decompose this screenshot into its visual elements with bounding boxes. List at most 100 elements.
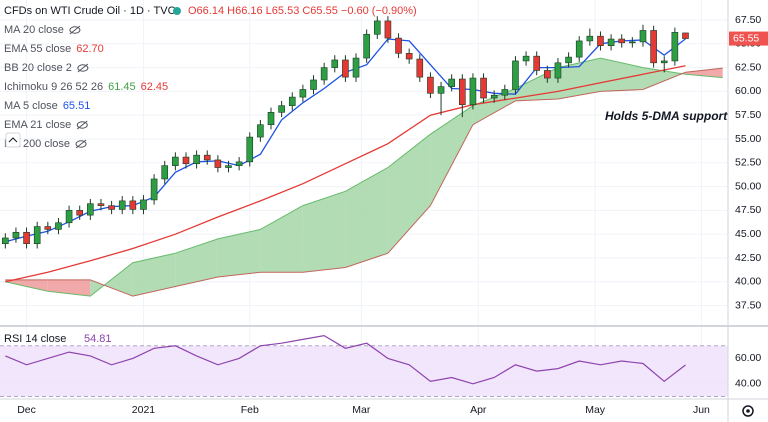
candle-body <box>512 60 519 90</box>
legend-value: 62.45 <box>141 81 169 93</box>
legend-label: EMA 21 close <box>4 119 71 131</box>
y-tick-label: 42.50 <box>735 252 761 264</box>
y-tick-label: 40.00 <box>735 276 761 288</box>
cloud-segment <box>430 105 473 206</box>
candle-body <box>12 231 20 239</box>
cloud-segment <box>217 229 261 278</box>
candle-body <box>459 78 466 106</box>
cloud-segment <box>260 205 303 273</box>
legend-label: EMA 55 close <box>4 43 71 55</box>
plot-layer <box>0 0 728 398</box>
candle-body <box>331 59 339 68</box>
gear[interactable] <box>742 405 754 417</box>
y-tick-label: 60.00 <box>735 85 761 97</box>
candle-body <box>416 58 424 78</box>
candle-body <box>108 205 115 210</box>
cloud-segment <box>685 68 723 78</box>
candle-body <box>246 136 254 163</box>
legend-value: 65.51 <box>63 100 91 112</box>
candle-body <box>2 237 9 245</box>
rsi-value: 54.81 <box>84 333 112 345</box>
candle-body <box>448 78 455 87</box>
cloud-segment <box>175 238 218 287</box>
candle-body <box>193 154 200 165</box>
candle-body <box>288 96 296 106</box>
candle-body <box>490 94 498 99</box>
candle-body <box>660 60 668 64</box>
candle-body <box>682 32 689 39</box>
y-tick-label: 45.00 <box>735 228 761 240</box>
candle-body <box>650 30 657 64</box>
x-tick-label: Feb <box>241 404 259 416</box>
legend-label: Ichimoku 9 26 52 26 <box>4 81 103 93</box>
legend-label: BB 20 close 2 <box>4 62 72 74</box>
candle-body <box>257 124 264 138</box>
x-tick-label: Mar <box>352 404 371 416</box>
status-dot <box>173 7 181 15</box>
candle-body <box>395 37 402 54</box>
y-tick-label: 47.50 <box>735 204 761 216</box>
rsi-tick-label: 40.00 <box>735 378 761 390</box>
candle-body <box>384 20 392 39</box>
span-b-line <box>5 67 723 297</box>
y-tick-label: 37.50 <box>735 299 761 311</box>
visibility-icon <box>76 121 88 129</box>
settings-icon[interactable] <box>742 405 754 417</box>
candle-body <box>586 35 594 42</box>
candle-body <box>480 77 487 99</box>
gear-center[interactable] <box>746 409 750 413</box>
visibility-strike <box>75 139 87 149</box>
visibility-strike <box>69 25 81 35</box>
candle-body <box>501 89 509 96</box>
candle-body <box>87 203 94 216</box>
candle-body <box>214 159 222 168</box>
candle-body <box>150 178 158 201</box>
legend-value: 61.45 <box>108 81 136 93</box>
candle-body <box>671 32 679 62</box>
candle-body <box>33 226 41 245</box>
candle-body <box>310 79 317 90</box>
rsi-line <box>5 334 686 385</box>
candle-body <box>629 41 636 44</box>
cloud-segment <box>302 191 346 273</box>
visibility-icon <box>75 140 87 148</box>
candle-body <box>373 20 381 35</box>
candle-body <box>437 86 445 94</box>
candle-body <box>44 226 52 230</box>
y-tick-label: 67.50 <box>735 14 761 26</box>
candle-body <box>320 67 328 81</box>
candle-body <box>278 105 285 113</box>
candle-body <box>607 38 615 46</box>
y-tick-label: 55.00 <box>735 133 761 145</box>
candle-body <box>427 76 434 94</box>
cloud-segment <box>132 253 176 297</box>
cloud-segment <box>387 134 431 254</box>
candle-body <box>639 30 647 43</box>
candle-body <box>575 40 583 58</box>
span-a-line <box>5 57 723 297</box>
candle-body <box>522 55 530 62</box>
candle-body <box>140 199 147 210</box>
candle-body <box>129 200 137 210</box>
candle-body <box>405 53 413 60</box>
ma-line <box>5 65 686 283</box>
candle-body <box>363 33 370 59</box>
visibility-strike <box>77 63 89 73</box>
visibility-strike <box>76 120 88 130</box>
candle-body <box>172 156 179 166</box>
x-tick-label: Apr <box>470 404 487 416</box>
candle-body <box>161 165 169 180</box>
visibility-icon <box>69 26 81 34</box>
candle-body <box>342 59 349 78</box>
last-price-label: 65.55 <box>733 32 759 44</box>
rsi-title: RSI 14 close <box>4 333 66 345</box>
rsi-band <box>0 345 728 397</box>
x-tick-label: Jun <box>693 404 710 416</box>
candle-body <box>618 38 626 44</box>
candle-body <box>469 77 477 106</box>
quote: O66.14 H66.16 L65.53 C65.55 −0.60 (−0.90… <box>188 5 417 17</box>
candle-body <box>235 161 243 166</box>
x-tick-label: Dec <box>17 404 36 416</box>
legend-label: MA 5 close <box>4 100 58 112</box>
